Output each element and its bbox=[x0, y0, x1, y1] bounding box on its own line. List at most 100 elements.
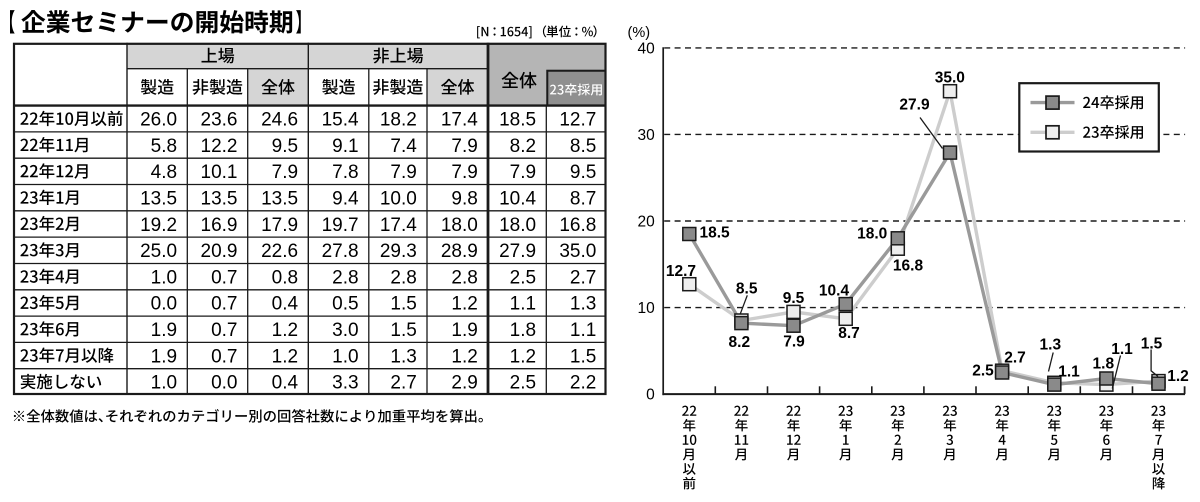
svg-text:18.0: 18.0 bbox=[441, 215, 478, 236]
svg-text:0.0: 0.0 bbox=[211, 373, 237, 394]
svg-text:17.4: 17.4 bbox=[441, 110, 478, 131]
svg-text:2.7: 2.7 bbox=[390, 373, 416, 394]
svg-text:7.9: 7.9 bbox=[510, 162, 536, 183]
svg-text:1.5: 1.5 bbox=[390, 320, 416, 341]
svg-text:12.7: 12.7 bbox=[559, 110, 596, 131]
svg-text:0.4: 0.4 bbox=[272, 373, 299, 394]
svg-text:16.8: 16.8 bbox=[893, 258, 924, 275]
svg-text:28.9: 28.9 bbox=[441, 241, 478, 262]
svg-text:2.5: 2.5 bbox=[972, 363, 994, 380]
svg-text:1.0: 1.0 bbox=[151, 373, 177, 394]
svg-text:35.0: 35.0 bbox=[935, 70, 965, 87]
svg-text:10: 10 bbox=[638, 300, 656, 317]
svg-text:12.7: 12.7 bbox=[666, 263, 696, 280]
svg-text:3.0: 3.0 bbox=[332, 320, 358, 341]
svg-text:5.8: 5.8 bbox=[151, 136, 177, 157]
svg-text:7.9: 7.9 bbox=[272, 162, 298, 183]
svg-text:1.2: 1.2 bbox=[1167, 368, 1189, 385]
svg-text:18.0: 18.0 bbox=[857, 226, 887, 243]
svg-text:18.0: 18.0 bbox=[499, 215, 536, 236]
svg-text:1.1: 1.1 bbox=[510, 294, 536, 315]
svg-text:18.2: 18.2 bbox=[380, 110, 417, 131]
svg-text:0.5: 0.5 bbox=[332, 294, 358, 315]
svg-text:22.6: 22.6 bbox=[261, 241, 298, 262]
svg-text:27.9: 27.9 bbox=[499, 241, 536, 262]
svg-text:0.7: 0.7 bbox=[211, 294, 237, 315]
svg-text:8.5: 8.5 bbox=[736, 281, 758, 298]
svg-text:2.9: 2.9 bbox=[451, 373, 477, 394]
svg-text:8.7: 8.7 bbox=[570, 189, 596, 210]
svg-text:8.5: 8.5 bbox=[570, 136, 596, 157]
svg-text:0: 0 bbox=[646, 387, 655, 404]
svg-text:12.2: 12.2 bbox=[201, 136, 238, 157]
svg-text:19.2: 19.2 bbox=[140, 215, 177, 236]
svg-text:1.1: 1.1 bbox=[570, 320, 596, 341]
svg-text:2.8: 2.8 bbox=[332, 267, 358, 288]
svg-text:8.7: 8.7 bbox=[838, 325, 860, 342]
svg-text:1.5: 1.5 bbox=[570, 346, 596, 367]
svg-text:1.5: 1.5 bbox=[1141, 335, 1163, 352]
svg-text:2.5: 2.5 bbox=[510, 267, 536, 288]
svg-text:7.9: 7.9 bbox=[783, 334, 805, 351]
svg-text:13.5: 13.5 bbox=[201, 189, 238, 210]
svg-text:23.6: 23.6 bbox=[201, 110, 238, 131]
svg-text:0.0: 0.0 bbox=[151, 294, 177, 315]
svg-text:13.5: 13.5 bbox=[261, 189, 298, 210]
svg-text:29.3: 29.3 bbox=[380, 241, 417, 262]
svg-text:2.2: 2.2 bbox=[570, 373, 596, 394]
svg-text:24.6: 24.6 bbox=[261, 110, 298, 131]
svg-text:9.5: 9.5 bbox=[272, 136, 298, 157]
svg-text:2.8: 2.8 bbox=[451, 267, 477, 288]
svg-text:1.5: 1.5 bbox=[390, 294, 416, 315]
svg-text:26.0: 26.0 bbox=[140, 110, 177, 131]
svg-text:4.8: 4.8 bbox=[151, 162, 177, 183]
svg-text:18.5: 18.5 bbox=[499, 110, 536, 131]
svg-text:2.8: 2.8 bbox=[390, 267, 416, 288]
svg-text:1.2: 1.2 bbox=[272, 346, 298, 367]
svg-text:2.7: 2.7 bbox=[570, 267, 596, 288]
svg-text:35.0: 35.0 bbox=[559, 241, 596, 262]
svg-text:30: 30 bbox=[638, 127, 656, 144]
svg-text:2.5: 2.5 bbox=[510, 373, 536, 394]
svg-text:2.7: 2.7 bbox=[1004, 350, 1026, 367]
svg-text:1.9: 1.9 bbox=[151, 346, 177, 367]
svg-text:1.1: 1.1 bbox=[1058, 364, 1080, 381]
svg-text:1.9: 1.9 bbox=[151, 320, 177, 341]
svg-text:7.8: 7.8 bbox=[332, 162, 358, 183]
svg-text:40: 40 bbox=[638, 40, 656, 57]
svg-text:27.8: 27.8 bbox=[322, 241, 359, 262]
svg-text:1.9: 1.9 bbox=[451, 320, 477, 341]
svg-text:1.3: 1.3 bbox=[570, 294, 596, 315]
svg-text:1.2: 1.2 bbox=[272, 320, 298, 341]
svg-text:27.9: 27.9 bbox=[899, 97, 930, 114]
svg-text:17.9: 17.9 bbox=[261, 215, 298, 236]
svg-text:19.7: 19.7 bbox=[322, 215, 359, 236]
svg-text:1.2: 1.2 bbox=[451, 346, 477, 367]
svg-text:1.1: 1.1 bbox=[1111, 341, 1133, 358]
svg-text:16.9: 16.9 bbox=[201, 215, 238, 236]
svg-text:9.5: 9.5 bbox=[783, 290, 805, 307]
svg-text:1.8: 1.8 bbox=[510, 320, 536, 341]
svg-text:7.9: 7.9 bbox=[451, 136, 477, 157]
svg-text:0.7: 0.7 bbox=[211, 346, 237, 367]
svg-text:8.2: 8.2 bbox=[729, 334, 751, 351]
svg-text:10.4: 10.4 bbox=[819, 283, 850, 300]
svg-text:1.3: 1.3 bbox=[1040, 337, 1062, 354]
svg-text:10.4: 10.4 bbox=[499, 189, 536, 210]
svg-text:17.4: 17.4 bbox=[380, 215, 417, 236]
svg-text:0.7: 0.7 bbox=[211, 320, 237, 341]
svg-text:18.5: 18.5 bbox=[700, 225, 731, 242]
svg-text:9.8: 9.8 bbox=[451, 189, 477, 210]
svg-text:0.7: 0.7 bbox=[211, 267, 237, 288]
svg-text:9.4: 9.4 bbox=[332, 189, 359, 210]
svg-text:1.2: 1.2 bbox=[510, 346, 536, 367]
svg-text:(%): (%) bbox=[628, 25, 651, 41]
svg-text:7.4: 7.4 bbox=[390, 136, 417, 157]
svg-text:20: 20 bbox=[638, 213, 656, 230]
svg-text:0.4: 0.4 bbox=[272, 294, 299, 315]
svg-text:1.0: 1.0 bbox=[151, 267, 177, 288]
svg-text:10.0: 10.0 bbox=[380, 189, 417, 210]
svg-text:1.8: 1.8 bbox=[1093, 355, 1115, 372]
svg-text:0.8: 0.8 bbox=[272, 267, 298, 288]
svg-text:9.1: 9.1 bbox=[332, 136, 358, 157]
